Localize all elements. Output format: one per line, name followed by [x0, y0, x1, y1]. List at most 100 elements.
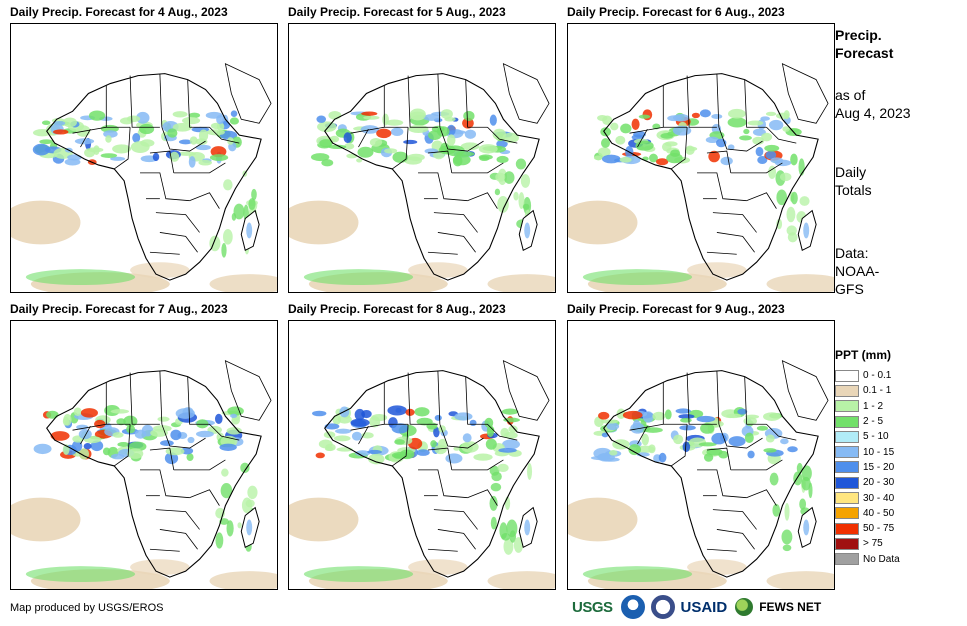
rain-cell [799, 196, 810, 206]
rain-cell [661, 142, 672, 152]
rain-cell [747, 450, 755, 459]
legend-row: 40 - 50 [835, 506, 900, 521]
rain-cell [343, 132, 352, 144]
rain-cell [747, 120, 764, 126]
forecast-panel-1: Daily Precip. Forecast for 4 Aug., 2023 [10, 4, 278, 294]
rain-cell [600, 138, 611, 148]
rain-cell [718, 450, 729, 459]
country-border [712, 212, 757, 233]
side-title: Precip. Forecast [835, 26, 893, 62]
rain-cell [501, 408, 519, 415]
rain-cell [188, 156, 196, 168]
rain-cell [478, 154, 493, 160]
legend-swatch [835, 522, 859, 535]
rain-cell [100, 153, 118, 158]
legend-swatch [835, 461, 859, 474]
rain-cell [93, 145, 100, 156]
rain-cell [337, 415, 352, 424]
rain-cell [597, 147, 611, 157]
dry-patch [687, 262, 747, 279]
rain-cell [138, 123, 155, 135]
country-border [439, 424, 484, 449]
precip-legend: PPT (mm) 0 - 0.1 0.1 - 1 1 - 2 2 - 5 5 - 10 1… [835, 348, 900, 567]
rain-cell [346, 153, 358, 159]
rain-cell [334, 428, 352, 434]
rain-cell [188, 112, 201, 119]
rain-cell [490, 516, 497, 530]
rain-cell [196, 419, 209, 429]
rain-cell [150, 429, 168, 437]
country-border [706, 548, 737, 552]
dry-patch [687, 559, 747, 576]
country-border [140, 172, 190, 202]
rain-cell [394, 439, 405, 445]
rain-cell [423, 114, 441, 121]
legend-label: 5 - 10 [863, 431, 889, 443]
rain-cell [513, 537, 524, 553]
rain-cell [246, 519, 253, 536]
country-border [487, 423, 518, 441]
side-title-line: Precip. [835, 27, 882, 43]
precip-map [288, 23, 556, 293]
rain-cell [679, 425, 696, 431]
rain-cell [473, 453, 493, 461]
legend-title: PPT (mm) [835, 348, 892, 362]
rain-cell [172, 122, 192, 132]
legend-label: 2 - 5 [863, 416, 884, 428]
logo-bar: USGS USAID FEWS NET [572, 595, 822, 619]
precip-map [288, 320, 556, 590]
coastline [324, 73, 540, 281]
panel-title: Daily Precip. Forecast for 6 Aug., 2023 [567, 5, 785, 19]
rain-cell [445, 453, 463, 464]
forecast-panel-5: Daily Precip. Forecast for 8 Aug., 2023 [288, 301, 556, 591]
forecast-panel-4: Daily Precip. Forecast for 7 Aug., 2023 [10, 301, 278, 591]
arabia-outline [781, 63, 829, 124]
legend-swatch [835, 537, 859, 550]
fews-net-logo: FEWS NET [759, 600, 822, 614]
precip-map [10, 320, 278, 590]
rain-cell [761, 132, 773, 142]
rain-cell [332, 414, 342, 425]
country-border [467, 489, 498, 506]
rain-cell [720, 156, 733, 166]
dry-patch [487, 274, 555, 292]
rain-cell [498, 447, 517, 453]
rain-cell [127, 448, 144, 459]
rain-cell [768, 119, 784, 131]
rain-cell [601, 432, 609, 438]
country-border [718, 424, 763, 449]
country-border [746, 192, 777, 209]
dry-patch [209, 571, 277, 589]
africa-landmass [603, 370, 819, 578]
rain-cell [371, 414, 388, 422]
rain-cell [705, 136, 720, 144]
rain-cell [315, 452, 325, 459]
rain-cell [333, 435, 351, 442]
rain-cell [600, 127, 612, 137]
rain-cell [434, 414, 442, 421]
legend-swatch [835, 400, 859, 413]
country-border [730, 162, 783, 174]
rain-cell [209, 154, 229, 161]
rain-cell [126, 425, 136, 434]
dry-patch [766, 571, 834, 589]
rain-cell [376, 128, 392, 139]
country-border [730, 459, 783, 471]
rain-cell [369, 138, 383, 147]
rain-band [303, 269, 414, 286]
rain-cell [497, 196, 509, 213]
rain-cell [152, 152, 160, 162]
rain-cell [743, 128, 750, 135]
rain-cell [321, 159, 334, 167]
forecast-panel-6: Daily Precip. Forecast for 9 Aug., 2023 [567, 301, 835, 591]
rain-cell [382, 113, 389, 126]
data-source: Data: NOAA- GFS [835, 244, 879, 298]
legend-row: No Data [835, 552, 900, 567]
arabia-outline [502, 360, 550, 421]
rain-band [582, 269, 693, 286]
rain-cell [765, 150, 777, 160]
rain-cell [642, 411, 654, 423]
rain-cell [728, 436, 746, 447]
data-source-line: Data: [835, 245, 869, 261]
rain-cell [615, 135, 626, 145]
